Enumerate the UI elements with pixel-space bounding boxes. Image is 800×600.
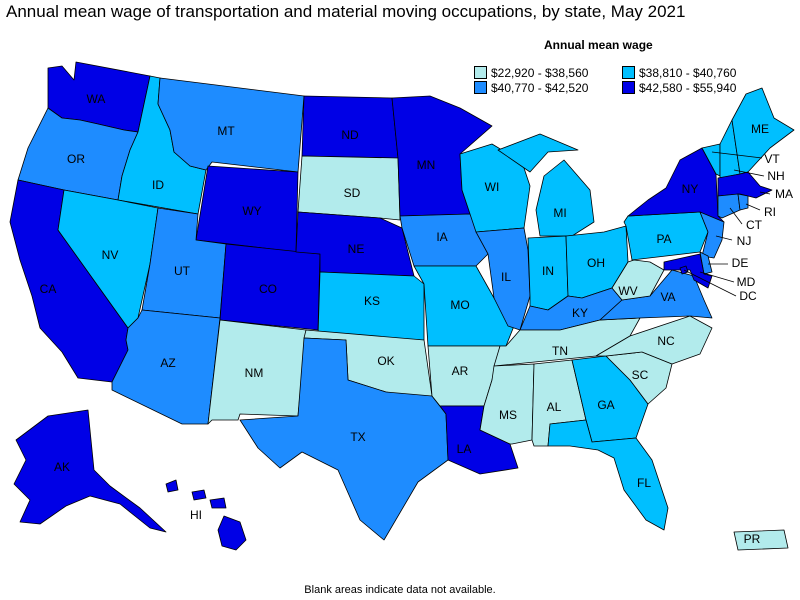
state-MI[interactable]	[497, 133, 595, 237]
label-MT: MT	[217, 124, 235, 138]
state-NC[interactable]	[595, 315, 713, 365]
label-MI: MI	[553, 206, 566, 220]
label-AL: AL	[547, 400, 562, 414]
state-MD[interactable]	[663, 253, 713, 289]
label-PR: PR	[744, 532, 761, 546]
legend-label-tier-3: $42,580 - $55,940	[639, 81, 737, 95]
label-WA: WA	[87, 92, 106, 106]
label-MA: MA	[775, 187, 793, 201]
label-AK: AK	[54, 460, 70, 474]
label-DE: DE	[732, 256, 749, 270]
label-NH: NH	[767, 169, 784, 183]
label-CA: CA	[40, 282, 57, 296]
label-ND: ND	[341, 128, 359, 142]
leader-VT	[711, 151, 763, 159]
label-VT: VT	[764, 152, 780, 166]
state-FL[interactable]	[547, 419, 669, 531]
label-WI: WI	[485, 180, 500, 194]
legend-item-tier-1: $38,810 - $40,760	[622, 66, 736, 80]
label-NJ: NJ	[737, 234, 752, 248]
state-HI-mid1[interactable]	[191, 489, 207, 501]
leader-CT	[729, 207, 743, 225]
leader-NH	[733, 169, 765, 177]
state-PR[interactable]	[733, 529, 789, 551]
leader-DC	[683, 269, 737, 297]
state-SD[interactable]	[297, 155, 401, 221]
legend-swatch-tier-1	[622, 66, 635, 79]
state-AK[interactable]	[13, 409, 167, 533]
legend-swatch-tier-0	[474, 66, 487, 79]
label-AZ: AZ	[160, 356, 175, 370]
legend-swatch-tier-2	[474, 81, 487, 94]
label-RI: RI	[764, 205, 776, 219]
legend-item-tier-2: $40,770 - $42,520	[474, 81, 588, 95]
footnote: Blank areas indicate data not available.	[304, 584, 496, 596]
label-NE: NE	[348, 242, 365, 256]
label-SC: SC	[632, 368, 649, 382]
state-ND[interactable]	[301, 95, 399, 159]
label-GA: GA	[597, 398, 614, 412]
label-IL: IL	[501, 270, 511, 284]
label-LA: LA	[457, 442, 472, 456]
label-KS: KS	[364, 294, 380, 308]
label-MS: MS	[499, 408, 517, 422]
state-HI-mid2[interactable]	[209, 497, 227, 509]
leader-MA	[759, 191, 771, 195]
legend-label-tier-1: $38,810 - $40,760	[639, 66, 737, 80]
label-WY: WY	[242, 204, 261, 218]
state-HI-west[interactable]	[165, 479, 179, 493]
label-VA: VA	[660, 290, 675, 304]
legend-swatch-tier-3	[622, 81, 635, 94]
label-HI: HI	[190, 508, 202, 522]
state-RI[interactable]	[737, 193, 749, 211]
leader-RI	[745, 203, 761, 211]
legend-label-tier-0: $22,920 - $38,560	[491, 66, 589, 80]
label-NY: NY	[682, 182, 699, 196]
state-NJ[interactable]	[699, 211, 725, 259]
label-KY: KY	[572, 306, 588, 320]
label-IA: IA	[436, 230, 447, 244]
map-title: Annual mean wage of transportation and m…	[6, 2, 686, 21]
label-WV: WV	[618, 284, 637, 298]
state-MO[interactable]	[413, 265, 515, 347]
leader-NJ	[715, 235, 733, 241]
legend-label-tier-2: $40,770 - $42,520	[491, 81, 589, 95]
state-CT[interactable]	[717, 193, 741, 219]
label-OR: OR	[67, 152, 85, 166]
label-DC: DC	[739, 289, 757, 303]
label-SD: SD	[344, 186, 361, 200]
label-UT: UT	[174, 264, 191, 278]
legend-title: Annual mean wage	[544, 38, 653, 52]
label-NC: NC	[657, 334, 675, 348]
label-OK: OK	[377, 354, 394, 368]
label-PA: PA	[656, 232, 671, 246]
label-ID: ID	[152, 178, 164, 192]
label-NM: NM	[245, 366, 264, 380]
label-OH: OH	[587, 256, 605, 270]
state-NV[interactable]	[57, 189, 159, 329]
legend-item-tier-3: $42,580 - $55,940	[622, 81, 736, 95]
label-NV: NV	[102, 248, 119, 262]
state-HI-big[interactable]	[217, 515, 247, 551]
label-MO: MO	[450, 298, 469, 312]
label-MN: MN	[417, 158, 436, 172]
label-IN: IN	[542, 264, 554, 278]
label-TN: TN	[552, 344, 568, 358]
label-FL: FL	[637, 476, 651, 490]
leader-MD	[699, 271, 735, 283]
state-TX[interactable]	[239, 337, 449, 541]
label-ME: ME	[751, 122, 769, 136]
label-CT: CT	[746, 218, 763, 232]
state-WV[interactable]	[611, 259, 665, 301]
label-MD: MD	[737, 275, 756, 289]
legend-item-tier-0: $22,920 - $38,560	[474, 66, 588, 80]
state-KS[interactable]	[317, 271, 425, 341]
state-MT[interactable]	[157, 77, 305, 173]
label-CO: CO	[259, 282, 277, 296]
label-AR: AR	[452, 364, 469, 378]
label-TX: TX	[350, 430, 365, 444]
